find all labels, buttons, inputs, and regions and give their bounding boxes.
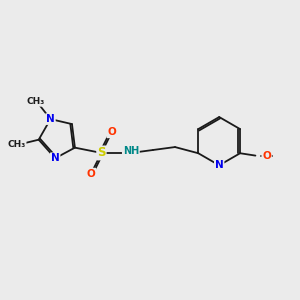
Text: NH: NH bbox=[123, 146, 139, 157]
Text: N: N bbox=[46, 114, 55, 124]
Text: N: N bbox=[51, 153, 60, 163]
Text: CH₃: CH₃ bbox=[26, 97, 44, 106]
Text: S: S bbox=[97, 146, 106, 159]
Text: O: O bbox=[262, 151, 271, 160]
Text: O: O bbox=[107, 127, 116, 137]
Text: N: N bbox=[215, 160, 224, 170]
Text: O: O bbox=[87, 169, 95, 178]
Text: CH₃: CH₃ bbox=[8, 140, 26, 149]
